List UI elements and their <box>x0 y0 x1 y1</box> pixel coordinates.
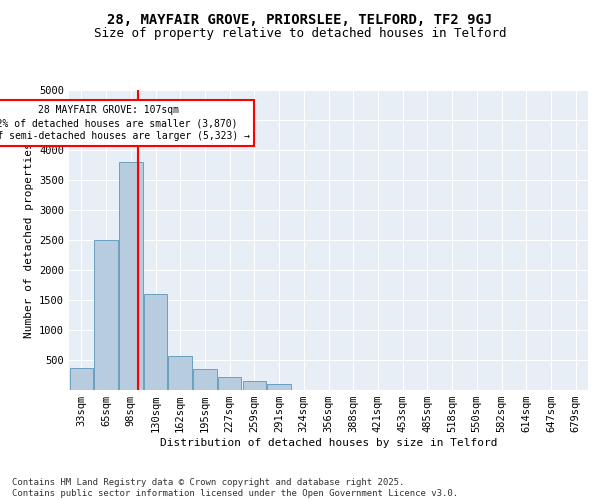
Text: Size of property relative to detached houses in Telford: Size of property relative to detached ho… <box>94 28 506 40</box>
Bar <box>218 378 241 390</box>
Bar <box>242 381 266 390</box>
Bar <box>169 356 192 390</box>
Bar <box>119 162 143 390</box>
Y-axis label: Number of detached properties: Number of detached properties <box>23 142 34 338</box>
Bar <box>193 369 217 390</box>
Bar <box>94 240 118 390</box>
X-axis label: Distribution of detached houses by size in Telford: Distribution of detached houses by size … <box>160 438 497 448</box>
Text: 28, MAYFAIR GROVE, PRIORSLEE, TELFORD, TF2 9GJ: 28, MAYFAIR GROVE, PRIORSLEE, TELFORD, T… <box>107 12 493 26</box>
Bar <box>144 294 167 390</box>
Bar <box>268 384 291 390</box>
Text: Contains HM Land Registry data © Crown copyright and database right 2025.
Contai: Contains HM Land Registry data © Crown c… <box>12 478 458 498</box>
Bar <box>70 368 93 390</box>
Text: 28 MAYFAIR GROVE: 107sqm
← 42% of detached houses are smaller (3,870)
57% of sem: 28 MAYFAIR GROVE: 107sqm ← 42% of detach… <box>0 105 250 142</box>
